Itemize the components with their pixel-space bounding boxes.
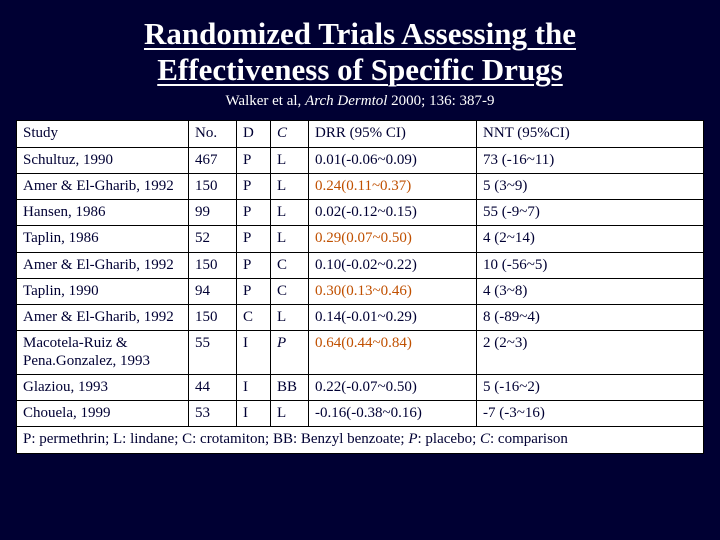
citation-prefix: Walker et al, <box>225 93 305 109</box>
footnote-row: P: permethrin; L: lindane; C: crotamiton… <box>17 427 704 453</box>
cell-d: I <box>237 401 271 427</box>
cell-study: Amer & El-Gharib, 1992 <box>17 305 189 331</box>
cell-nnt: -7 (-3~16) <box>477 401 704 427</box>
footnote-c-ital: C <box>480 431 490 447</box>
cell-study: Schultuz, 1990 <box>17 147 189 173</box>
cell-d: C <box>237 305 271 331</box>
cell-drr: 0.10(-0.02~0.22) <box>309 252 477 278</box>
cell-d: P <box>237 252 271 278</box>
footnote-main: P: permethrin; L: lindane; C: crotamiton… <box>23 431 408 447</box>
cell-drr: 0.64(0.44~0.84) <box>309 331 477 375</box>
col-c: C <box>271 121 309 147</box>
col-drr: DRR (95% CI) <box>309 121 477 147</box>
table-row: Amer & El-Gharib, 1992150PC0.10(-0.02~0.… <box>17 252 704 278</box>
col-study: Study <box>17 121 189 147</box>
cell-no: 150 <box>189 252 237 278</box>
cell-c: C <box>271 252 309 278</box>
cell-drr: -0.16(-0.38~0.16) <box>309 401 477 427</box>
cell-d: I <box>237 374 271 400</box>
cell-nnt: 5 (-16~2) <box>477 374 704 400</box>
trials-table: Study No. D C DRR (95% CI) NNT (95%CI) S… <box>16 120 704 453</box>
col-d: D <box>237 121 271 147</box>
cell-drr: 0.30(0.13~0.46) <box>309 278 477 304</box>
cell-study: Taplin, 1990 <box>17 278 189 304</box>
cell-no: 53 <box>189 401 237 427</box>
cell-nnt: 8 (-89~4) <box>477 305 704 331</box>
cell-nnt: 55 (-9~7) <box>477 200 704 226</box>
cell-study: Hansen, 1986 <box>17 200 189 226</box>
cell-c: L <box>271 147 309 173</box>
col-nnt: NNT (95%CI) <box>477 121 704 147</box>
cell-drr: 0.14(-0.01~0.29) <box>309 305 477 331</box>
citation-journal: Arch Dermtol <box>305 93 387 109</box>
footnote-cell: P: permethrin; L: lindane; C: crotamiton… <box>17 427 704 453</box>
table-row: Taplin, 199094PC0.30(0.13~0.46)4 (3~8) <box>17 278 704 304</box>
cell-d: P <box>237 278 271 304</box>
table-header-row: Study No. D C DRR (95% CI) NNT (95%CI) <box>17 121 704 147</box>
table-row: Macotela-Ruiz & Pena.Gonzalez, 199355IP0… <box>17 331 704 375</box>
cell-drr: 0.02(-0.12~0.15) <box>309 200 477 226</box>
cell-c: L <box>271 401 309 427</box>
cell-nnt: 10 (-56~5) <box>477 252 704 278</box>
cell-c: BB <box>271 374 309 400</box>
table-row: Hansen, 198699PL0.02(-0.12~0.15)55 (-9~7… <box>17 200 704 226</box>
cell-nnt: 73 (-16~11) <box>477 147 704 173</box>
cell-d: P <box>237 226 271 252</box>
table-row: Chouela, 199953IL-0.16(-0.38~0.16)-7 (-3… <box>17 401 704 427</box>
citation-suffix: 2000; 136: 387-9 <box>387 93 494 109</box>
table-row: Taplin, 198652PL0.29(0.07~0.50)4 (2~14) <box>17 226 704 252</box>
cell-no: 150 <box>189 305 237 331</box>
cell-c: L <box>271 200 309 226</box>
cell-nnt: 5 (3~9) <box>477 173 704 199</box>
table-row: Amer & El-Gharib, 1992150CL0.14(-0.01~0.… <box>17 305 704 331</box>
cell-c: C <box>271 278 309 304</box>
cell-study: Chouela, 1999 <box>17 401 189 427</box>
cell-c: L <box>271 226 309 252</box>
title-line-1: Randomized Trials Assessing the <box>144 16 576 51</box>
cell-study: Amer & El-Gharib, 1992 <box>17 252 189 278</box>
slide-title: Randomized Trials Assessing the Effectiv… <box>56 16 664 87</box>
col-no: No. <box>189 121 237 147</box>
cell-c: P <box>271 331 309 375</box>
cell-study: Glaziou, 1993 <box>17 374 189 400</box>
cell-d: I <box>237 331 271 375</box>
cell-no: 44 <box>189 374 237 400</box>
cell-drr: 0.01(-0.06~0.09) <box>309 147 477 173</box>
footnote-mid: : placebo; <box>418 431 480 447</box>
cell-d: P <box>237 147 271 173</box>
cell-no: 55 <box>189 331 237 375</box>
table-row: Schultuz, 1990467PL0.01(-0.06~0.09)73 (-… <box>17 147 704 173</box>
footnote-end: : comparison <box>490 431 568 447</box>
title-line-2: Effectiveness of Specific Drugs <box>157 52 563 87</box>
cell-drr: 0.24(0.11~0.37) <box>309 173 477 199</box>
cell-c: L <box>271 305 309 331</box>
cell-no: 150 <box>189 173 237 199</box>
cell-no: 99 <box>189 200 237 226</box>
citation: Walker et al, Arch Dermtol 2000; 136: 38… <box>16 93 704 110</box>
cell-study: Taplin, 1986 <box>17 226 189 252</box>
cell-study: Amer & El-Gharib, 1992 <box>17 173 189 199</box>
cell-nnt: 4 (2~14) <box>477 226 704 252</box>
table-row: Amer & El-Gharib, 1992150PL0.24(0.11~0.3… <box>17 173 704 199</box>
cell-d: P <box>237 200 271 226</box>
table-row: Glaziou, 199344IBB0.22(-0.07~0.50)5 (-16… <box>17 374 704 400</box>
cell-nnt: 4 (3~8) <box>477 278 704 304</box>
footnote-p-ital: P <box>408 431 417 447</box>
cell-d: P <box>237 173 271 199</box>
cell-no: 94 <box>189 278 237 304</box>
cell-nnt: 2 (2~3) <box>477 331 704 375</box>
cell-no: 52 <box>189 226 237 252</box>
cell-study: Macotela-Ruiz & Pena.Gonzalez, 1993 <box>17 331 189 375</box>
cell-c: L <box>271 173 309 199</box>
cell-drr: 0.22(-0.07~0.50) <box>309 374 477 400</box>
cell-no: 467 <box>189 147 237 173</box>
table-body: Schultuz, 1990467PL0.01(-0.06~0.09)73 (-… <box>17 147 704 427</box>
cell-drr: 0.29(0.07~0.50) <box>309 226 477 252</box>
